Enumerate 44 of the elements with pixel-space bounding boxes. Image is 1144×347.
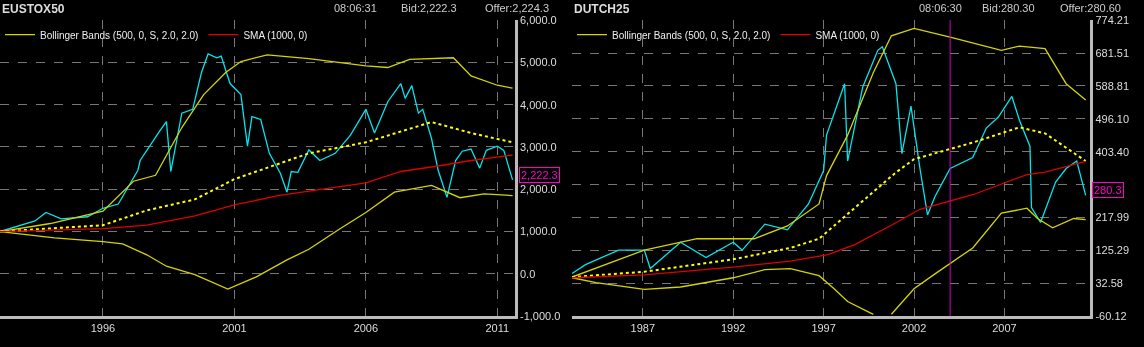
annotation: 280.3 — [1094, 184, 1122, 196]
line-series — [572, 160, 1087, 279]
x-tick-label: 1996 — [90, 322, 116, 335]
x-tick-label: 2002 — [901, 322, 927, 335]
y-tick-label: 5,000.0 — [520, 56, 557, 69]
y-tick-label: 403.40 — [1095, 145, 1130, 158]
x-tick-label: 2006 — [353, 322, 379, 335]
x-tick-label: 2011 — [485, 322, 510, 335]
x-tick-label: 1992 — [720, 322, 746, 335]
text: 08:06:31 — [334, 2, 377, 14]
annotation: 2,222.3 — [521, 169, 558, 181]
chart-title: DUTCH25 — [574, 2, 630, 16]
legend-label: Bollinger Bands (500, 0, S, 2.0, 2.0) — [40, 29, 199, 41]
y-tick-label: -60.12 — [1095, 309, 1127, 322]
text: Offer:2,224.3 — [485, 2, 550, 14]
text: 08:06:30 — [919, 2, 962, 14]
x-tick-label: 1987 — [630, 322, 656, 335]
y-tick-label: 681.51 — [1095, 46, 1130, 59]
y-tick-label: -1,000.0 — [520, 309, 561, 322]
legend-label: SMA (1000, 0) — [815, 29, 880, 41]
y-tick-label: 217.99 — [1095, 211, 1130, 224]
y-tick-label: 3,000.0 — [520, 140, 557, 153]
legend-label: SMA (1000, 0) — [243, 29, 308, 41]
y-tick-label: 0.0 — [520, 267, 536, 280]
y-tick-label: 125.29 — [1095, 244, 1130, 257]
text: Bid:280.30 — [982, 2, 1035, 14]
x-tick-label: 2007 — [992, 322, 1017, 335]
y-tick-label: 496.10 — [1095, 112, 1130, 125]
legend-label: Bollinger Bands (500, 0, S, 2.0, 2.0) — [612, 29, 771, 41]
x-tick-label: 1997 — [811, 322, 836, 335]
y-tick-label: 32.58 — [1095, 277, 1123, 290]
y-tick-label: 588.81 — [1095, 79, 1130, 92]
line-series — [0, 121, 514, 233]
y-tick-label: 6,000.0 — [520, 13, 557, 26]
y-tick-label: 774.21 — [1095, 13, 1130, 26]
y-tick-label: 4,000.0 — [520, 98, 557, 111]
line-series — [0, 154, 514, 233]
x-tick-label: 2001 — [222, 322, 247, 335]
y-tick-label: 2,000.0 — [520, 183, 557, 196]
text: Bid:2,222.3 — [401, 2, 457, 14]
text: Offer:280.60 — [1060, 2, 1121, 14]
y-tick-label: 1,000.0 — [520, 225, 557, 238]
chart-title: EUSTOX50 — [2, 2, 65, 16]
line-series — [572, 126, 1087, 279]
